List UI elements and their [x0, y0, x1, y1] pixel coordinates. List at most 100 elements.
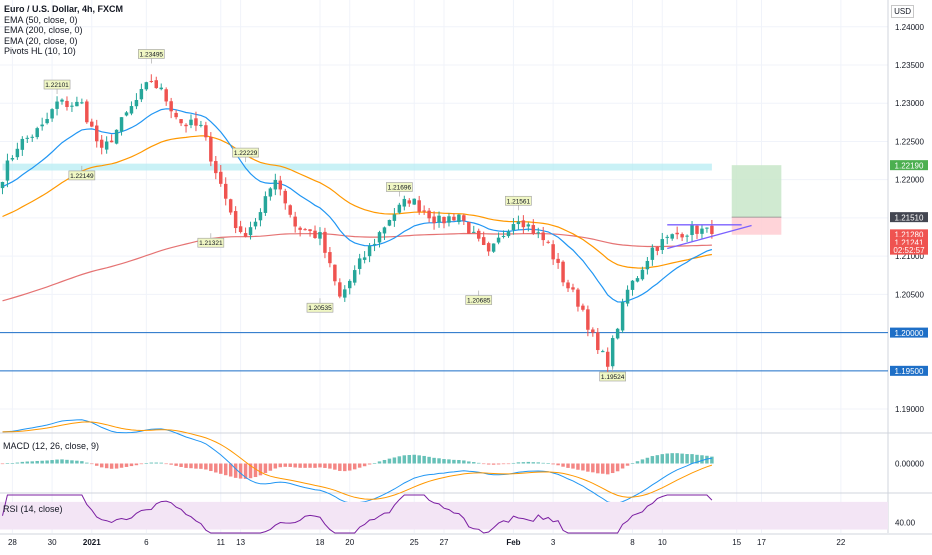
price-tick-label: 1.22500	[895, 137, 924, 146]
macd-bar	[283, 463, 287, 467]
candle	[75, 96, 79, 107]
candle	[372, 238, 377, 252]
candle-body	[164, 89, 168, 102]
candle	[55, 96, 59, 116]
macd-bar	[55, 459, 59, 464]
macd-bar	[491, 463, 496, 465]
candle-body	[248, 227, 253, 236]
candle-body	[556, 258, 560, 263]
candle	[114, 129, 119, 145]
ema50-line	[2, 135, 712, 269]
candle-body	[605, 351, 610, 367]
macd-bar	[348, 463, 352, 471]
candle	[273, 173, 278, 196]
candle-body	[65, 100, 69, 107]
candle	[90, 118, 94, 128]
candle	[298, 226, 302, 237]
candle	[665, 234, 669, 245]
candle	[104, 136, 109, 154]
macd-bar	[620, 463, 625, 469]
candle	[154, 76, 159, 89]
candle	[526, 222, 531, 232]
candle	[238, 220, 243, 234]
macd-bar	[362, 463, 367, 467]
candle-body	[204, 125, 208, 138]
candle	[313, 225, 317, 239]
macd-bar	[665, 453, 669, 464]
candle-body	[457, 214, 461, 223]
macd-bar	[437, 458, 441, 464]
macd-bar	[85, 462, 89, 464]
candle-body	[303, 229, 307, 231]
currency-label[interactable]: USD	[891, 5, 914, 18]
candle	[328, 247, 332, 268]
candle-body	[372, 243, 377, 245]
macd-bar	[506, 463, 511, 465]
candle	[521, 215, 526, 234]
candle-body	[685, 235, 689, 237]
candle	[50, 108, 54, 122]
candle-body	[343, 289, 347, 298]
candle-body	[80, 102, 84, 104]
candle	[472, 225, 476, 233]
candle-body	[610, 338, 615, 367]
candle-body	[293, 216, 297, 227]
price-badge: 1.20000	[890, 327, 928, 338]
candle	[258, 208, 263, 227]
candle	[610, 335, 615, 369]
macd-bar	[462, 460, 466, 464]
candle-body	[397, 204, 402, 213]
candle-body	[511, 224, 516, 231]
pivot-label: 1.22101	[43, 79, 71, 95]
candle-body	[615, 328, 620, 339]
candle-body	[169, 101, 173, 112]
candle	[134, 93, 139, 110]
macd-bar	[526, 461, 531, 464]
macd-bar	[442, 459, 446, 464]
candle	[506, 229, 511, 238]
candle-body	[35, 128, 39, 138]
candle	[447, 213, 451, 227]
candle	[382, 226, 387, 240]
macd-bar	[114, 463, 119, 469]
candle	[35, 126, 39, 140]
candle	[476, 228, 481, 242]
macd-bar	[5, 463, 10, 464]
candle	[149, 74, 154, 83]
candle-body	[382, 227, 387, 234]
macd-bar	[625, 463, 630, 466]
candle-body	[119, 117, 124, 132]
candle-body	[114, 129, 119, 144]
macd-bar	[248, 463, 253, 479]
candle-body	[402, 198, 407, 207]
candle	[576, 287, 580, 312]
macd-bar	[343, 463, 347, 472]
macd-bar	[571, 463, 575, 469]
macd-bar	[204, 463, 208, 470]
candle-body	[90, 121, 94, 127]
candle-body	[253, 221, 258, 227]
pivot-box	[197, 237, 225, 248]
candle	[214, 156, 218, 180]
macd-bar	[561, 463, 565, 467]
candle-body	[586, 309, 590, 330]
pivot-value: 1.21561	[507, 198, 531, 205]
candle	[144, 81, 149, 91]
candle	[452, 213, 456, 222]
supply-zone	[2, 163, 712, 171]
candle	[650, 244, 655, 266]
candle-body	[566, 282, 570, 289]
macd-bar	[476, 462, 481, 464]
candle-body	[70, 105, 74, 107]
candle	[581, 303, 585, 312]
candle-body	[219, 171, 223, 184]
macd-bar	[486, 463, 491, 465]
macd-bar	[174, 463, 178, 466]
candle-body	[85, 101, 89, 123]
candle-body	[20, 138, 25, 150]
macd-bar	[481, 463, 486, 465]
candle-body	[630, 280, 635, 290]
